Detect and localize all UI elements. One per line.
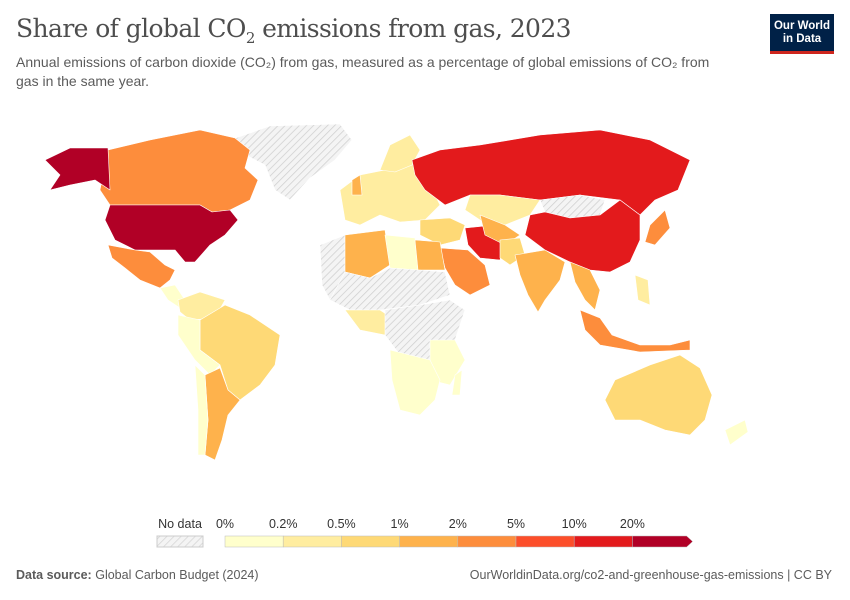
- country-uk[interactable]: [351, 174, 363, 196]
- legend-bin[interactable]: [399, 535, 459, 548]
- subtitle: Annual emissions of carbon dioxide (CO₂)…: [16, 54, 710, 89]
- legend-tick-label: 0.2%: [268, 517, 298, 531]
- country-peru-bolivia[interactable]: [177, 314, 221, 376]
- legend-no-data-label: No data: [158, 517, 202, 531]
- country-philippines[interactable]: [634, 274, 651, 306]
- legend-tick-label: 0.5%: [327, 517, 356, 531]
- country-usa[interactable]: [104, 204, 239, 263]
- legend-bar: [156, 535, 693, 548]
- country-australia[interactable]: [604, 354, 713, 436]
- owid-logo[interactable]: Our World in Data: [770, 14, 834, 54]
- country-egypt[interactable]: [414, 239, 446, 271]
- country-southern-africa[interactable]: [389, 349, 441, 416]
- country-scandinavia[interactable]: [379, 134, 421, 173]
- legend-bin[interactable]: [341, 535, 400, 548]
- page-title: Share of global CO2 emissions from gas, …: [16, 14, 572, 47]
- country-turkey-mideast[interactable]: [419, 217, 466, 246]
- footer-source: Data source: Global Carbon Budget (2024): [16, 568, 259, 582]
- country-new-zealand[interactable]: [724, 419, 749, 446]
- country-japan[interactable]: [644, 209, 671, 246]
- country-southeast-asia[interactable]: [569, 261, 601, 311]
- legend-no-data-swatch: [156, 535, 204, 548]
- country-indonesia-malaysia[interactable]: [579, 309, 691, 353]
- country-libya[interactable]: [384, 234, 419, 271]
- country-chile[interactable]: [194, 364, 209, 456]
- country-india[interactable]: [514, 249, 566, 313]
- country-greenland[interactable]: [229, 123, 353, 201]
- legend-tick-label: 10%: [561, 517, 587, 531]
- legend-bin[interactable]: [282, 535, 342, 548]
- legend-bin[interactable]: [515, 535, 575, 548]
- source-link[interactable]: Global Carbon Budget (2024): [95, 568, 259, 582]
- country-alaska[interactable]: [44, 147, 111, 191]
- legend-bin[interactable]: [573, 535, 633, 548]
- country-saudi-arabia[interactable]: [439, 247, 491, 296]
- country-madagascar[interactable]: [451, 369, 463, 396]
- legend-tick-label: 0%: [215, 517, 235, 531]
- legend-bin[interactable]: [224, 535, 284, 548]
- country-canada[interactable]: [99, 129, 259, 213]
- country-china[interactable]: [524, 199, 641, 273]
- legend-bin[interactable]: [457, 535, 517, 548]
- legend-tick-label: 2%: [448, 517, 467, 531]
- footer-url[interactable]: OurWorldinData.org/co2-and-greenhouse-ga…: [469, 568, 832, 582]
- world-map: [44, 123, 749, 461]
- legend-tick-label: 5%: [506, 517, 526, 531]
- legend-tick-label: 1%: [390, 517, 409, 531]
- country-mexico[interactable]: [107, 244, 176, 289]
- country-algeria[interactable]: [344, 229, 391, 279]
- legend-bin[interactable]: [632, 535, 693, 548]
- legend-tick-label: 20%: [619, 517, 645, 531]
